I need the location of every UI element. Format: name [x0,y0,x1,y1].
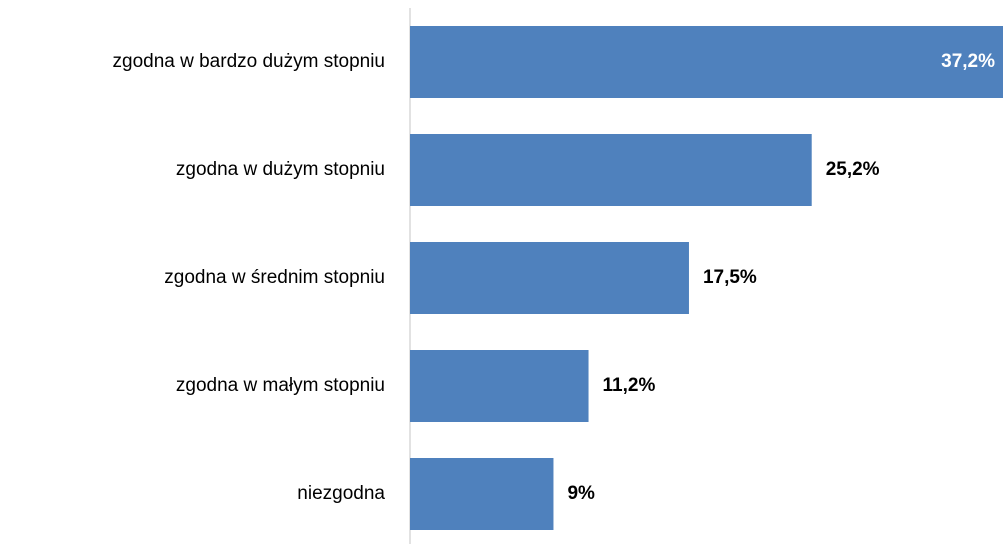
bar [410,350,589,422]
category-label: zgodna w bardzo dużym stopniu [113,51,386,72]
value-label: 25,2% [826,159,880,180]
bar [410,134,812,206]
value-label: 37,2% [941,51,995,72]
value-label: 17,5% [703,267,757,288]
value-label: 11,2% [603,375,656,396]
category-label: niezgodna [297,483,385,504]
value-label: 9% [567,483,595,504]
bar [410,26,1003,98]
category-label: zgodna w małym stopniu [176,375,385,396]
bar [410,242,689,314]
bar [410,458,554,530]
category-label: zgodna w dużym stopniu [176,159,385,180]
category-label: zgodna w średnim stopniu [164,267,385,288]
